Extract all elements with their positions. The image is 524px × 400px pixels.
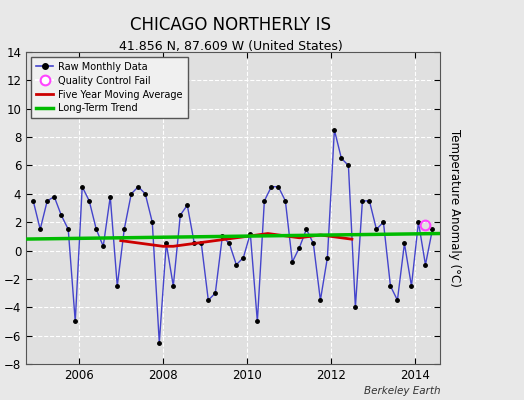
Text: Berkeley Earth: Berkeley Earth: [364, 386, 440, 396]
Text: CHICAGO NORTHERLY IS: CHICAGO NORTHERLY IS: [130, 16, 331, 34]
Y-axis label: Temperature Anomaly (°C): Temperature Anomaly (°C): [449, 129, 462, 287]
Legend: Raw Monthly Data, Quality Control Fail, Five Year Moving Average, Long-Term Tren: Raw Monthly Data, Quality Control Fail, …: [31, 57, 188, 118]
Text: 41.856 N, 87.609 W (United States): 41.856 N, 87.609 W (United States): [118, 40, 343, 53]
